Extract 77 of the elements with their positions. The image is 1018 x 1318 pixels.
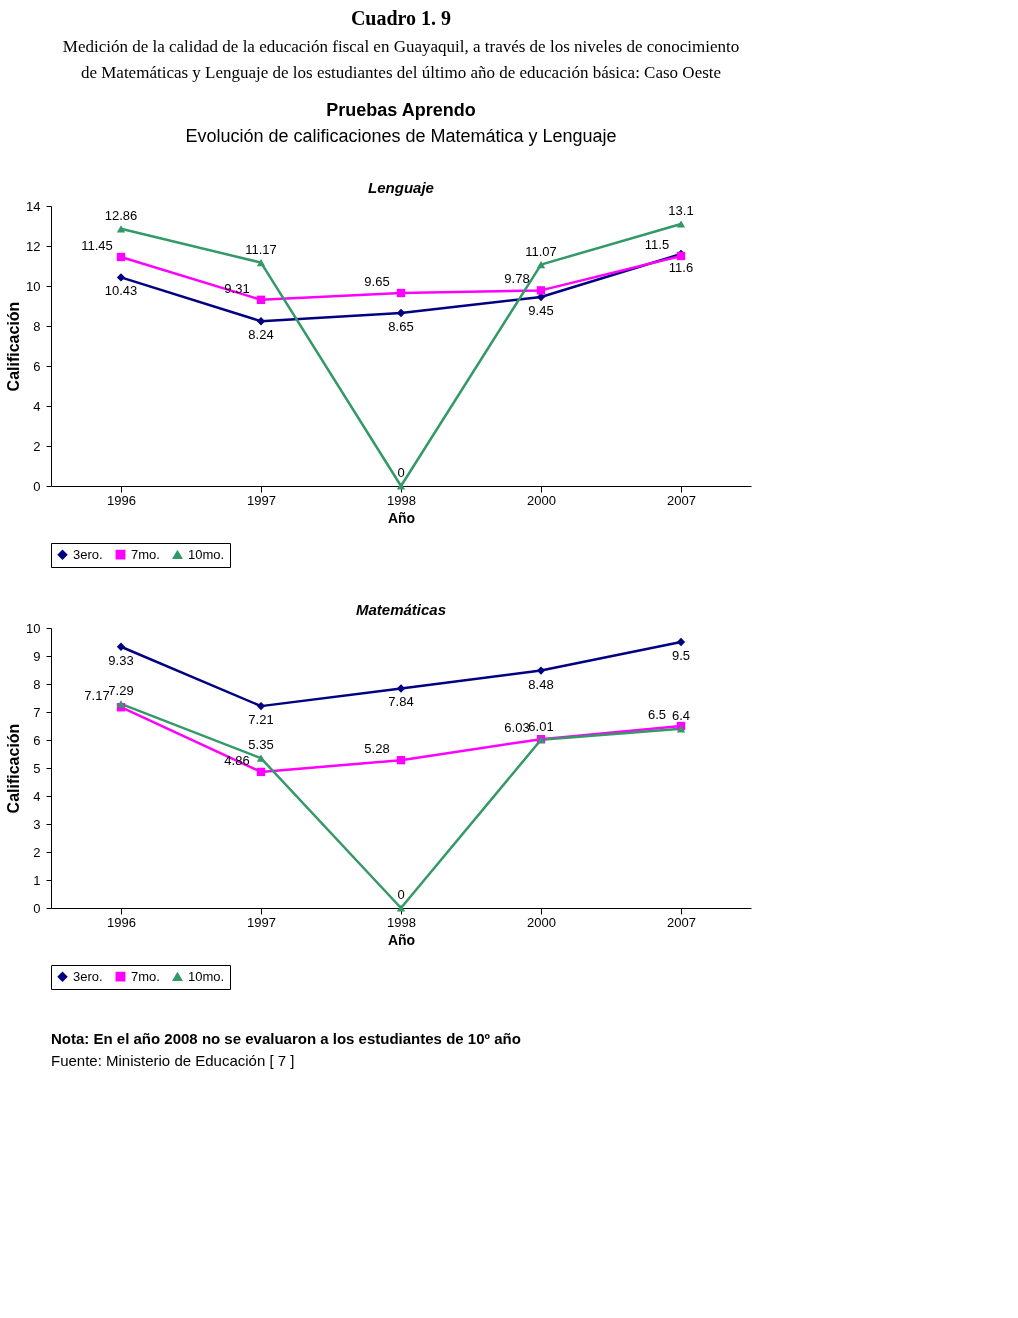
y-tick-label: 12 [26,238,41,254]
y-tick-label: 10 [26,278,41,294]
data-label: 11.5 [644,237,670,252]
data-label: 8.65 [388,319,414,334]
y-tick-label: 0 [33,900,41,916]
y-tick-label: 5 [33,760,41,776]
data-label: 5.35 [248,737,274,753]
x-tick-label: 2000 [527,492,556,508]
data-label: 6.03 [504,720,530,736]
y-axis-title: Calificación [5,301,23,392]
y-tick-label: 6 [33,732,41,748]
text: Pruebas Aprendo [326,100,476,120]
y-tick-label: 6 [33,358,41,374]
data-label: 0 [397,887,405,902]
data-label: 9.33 [108,652,134,668]
y-tick-label: 2 [33,438,41,454]
x-tick-label: 2007 [667,492,696,508]
x-tick-label: 1997 [247,914,276,930]
legend-label: 3ero. [73,546,103,562]
data-label: 7.21 [248,712,274,728]
data-label: 6.4 [671,707,691,723]
text: Evolución de calificaciones de Matemática y Lenguaje [185,126,617,146]
text: de Matemáticas y Lenguaje de los estudiantes del último año de educación básica: Caso Oeste [80,63,722,82]
data-label: 9.5 [671,648,691,663]
x-tick-label: 1998 [387,492,416,508]
x-tick-label: 2007 [667,914,696,930]
y-tick-label: 4 [33,398,41,414]
y-axis-title: Calificación [5,723,23,814]
data-label: 9.65 [364,274,390,289]
x-tick-label: 1997 [247,492,276,508]
data-label: 8.48 [528,676,554,692]
data-label: 6.5 [647,707,667,722]
legend-label: 3ero. [73,968,103,984]
y-tick-label: 14 [26,198,41,214]
chart-title: Matemáticas [355,601,447,618]
data-label: 11.6 [668,260,694,275]
text: Nota: En el año 2008 no se evaluaron a los estudiantes de 10º año [51,1030,521,1047]
data-label: 10.43 [104,283,138,299]
x-tick-label: 1998 [387,914,416,930]
y-tick-label: 4 [33,788,41,804]
x-axis-title: Año [387,509,416,526]
text: Medición de la calidad de la educación fiscal en Guayaquil, a través de los niveles de conocimiento [62,37,740,56]
data-label: 11.07 [525,243,557,259]
y-tick-label: 0 [33,478,41,494]
data-label: 9.78 [504,271,530,287]
y-tick-label: 1 [33,872,41,888]
data-label: 11.45 [81,238,113,253]
y-tick-label: 2 [33,844,41,860]
data-label: 6.01 [528,718,554,734]
data-label: 12.86 [104,207,138,223]
chart-title: Lenguaje [368,179,434,196]
data-label: 7.84 [388,694,414,710]
data-label: 0 [397,465,405,480]
data-label: 9.45 [528,303,554,318]
legend-label: 10mo. [188,968,225,984]
y-tick-label: 3 [33,816,41,832]
y-tick-label: 7 [33,704,41,720]
data-label: 8.24 [248,327,274,343]
x-axis-title: Año [387,931,416,948]
y-tick-label: 9 [33,648,41,664]
x-tick-label: 1996 [107,492,136,508]
x-tick-label: 1996 [107,914,136,930]
data-label: 11.17 [245,241,277,257]
x-tick-label: 2000 [527,914,556,930]
source-note: Fuente: Ministerio de Educación [ 7 ] [51,1052,295,1069]
data-label: 13.1 [668,203,694,218]
data-label: 7.17 [84,688,110,704]
legend-label: 7mo. [131,968,160,984]
legend-label: 10mo. [188,546,225,562]
y-tick-label: 8 [33,318,41,334]
y-tick-label: 8 [33,676,41,692]
data-label: 7.29 [108,682,134,698]
data-label: 9.31 [224,280,250,296]
data-label: 5.28 [364,741,390,757]
text: Cuadro 1. 9 [350,7,452,29]
legend-label: 7mo. [131,546,160,562]
y-tick-label: 10 [26,620,41,636]
